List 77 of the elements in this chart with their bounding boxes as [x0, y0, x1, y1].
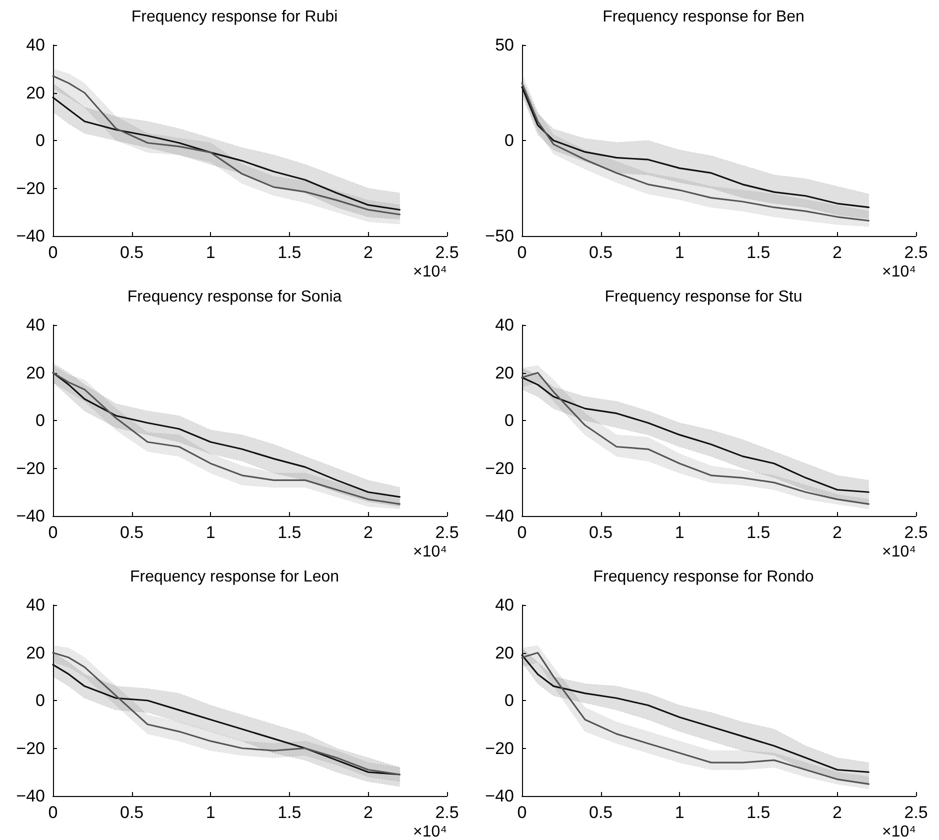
- x-tick-label: 2.5: [435, 243, 459, 262]
- x-tick-label: 2.5: [904, 803, 928, 822]
- chart-title: Frequency response for Rubi: [131, 8, 338, 26]
- y-tick-label: −40: [16, 226, 45, 246]
- y-tick-label: −40: [485, 786, 514, 806]
- y-tick-label: 40: [495, 316, 514, 334]
- x-tick-label: 1.5: [278, 523, 302, 542]
- x-tick-label: 0: [48, 523, 58, 542]
- chart-title: Frequency response for Stu: [604, 288, 802, 306]
- x-tick-label: 0: [517, 243, 527, 262]
- y-tick-label: 0: [36, 691, 45, 710]
- y-tick-label: 0: [504, 691, 514, 710]
- chart-title: Frequency response for Ben: [602, 8, 804, 26]
- y-tick-label: 0: [504, 131, 514, 150]
- x-tick-label: 2: [832, 523, 842, 542]
- x-tick-label: 0.5: [588, 803, 613, 822]
- x-tick-label: 1.5: [278, 803, 302, 822]
- y-tick-label: 20: [26, 83, 45, 102]
- x-tick-label: 1: [674, 803, 684, 822]
- y-tick-label: 40: [26, 316, 45, 334]
- x-axis-title: ×10⁴: [882, 264, 916, 280]
- y-tick-label: 0: [36, 411, 45, 430]
- y-tick-label: 40: [495, 596, 514, 614]
- x-tick-label: 0.5: [588, 243, 613, 262]
- x-tick-label: 0.5: [120, 523, 144, 542]
- x-tick-label: 0.5: [120, 803, 144, 822]
- x-axis-title: ×10⁴: [882, 544, 916, 560]
- y-tick-label: −20: [16, 178, 45, 198]
- y-tick-label: 20: [26, 363, 45, 382]
- x-tick-label: 2.5: [904, 523, 928, 542]
- x-tick-label: 1.5: [278, 243, 302, 262]
- x-tick-label: 0: [517, 803, 527, 822]
- x-axis-title: ×10⁴: [412, 264, 448, 280]
- y-tick-label: −20: [485, 458, 514, 478]
- y-tick-label: −20: [16, 738, 45, 758]
- x-tick-label: 1.5: [746, 243, 770, 262]
- x-tick-label: 0: [48, 243, 58, 262]
- x-tick-label: 0: [48, 803, 58, 822]
- y-tick-label: −20: [485, 738, 514, 758]
- x-axis-title: ×10⁴: [412, 544, 448, 560]
- x-axis-title: ×10⁴: [412, 824, 448, 840]
- x-tick-label: 1: [674, 523, 684, 542]
- x-tick-label: 2.5: [904, 243, 928, 262]
- x-tick-label: 1.5: [746, 803, 770, 822]
- x-tick-label: 0.5: [120, 243, 144, 262]
- x-tick-label: 1: [206, 523, 216, 542]
- y-tick-label: 20: [495, 363, 514, 382]
- x-tick-label: 0: [517, 523, 527, 542]
- x-tick-label: 0.5: [588, 523, 613, 542]
- x-tick-label: 2.5: [435, 803, 459, 822]
- x-tick-label: 2: [832, 803, 842, 822]
- chart-title: Frequency response for Leon: [130, 568, 340, 586]
- x-tick-label: 2: [363, 523, 373, 542]
- y-tick-label: −40: [16, 506, 45, 526]
- x-tick-label: 2: [363, 243, 373, 262]
- y-tick-label: 40: [26, 36, 45, 54]
- y-tick-label: 20: [495, 643, 514, 662]
- x-tick-label: 1: [674, 243, 684, 262]
- x-tick-label: 2: [363, 803, 373, 822]
- y-tick-label: 50: [495, 36, 514, 54]
- x-tick-label: 1: [206, 243, 216, 262]
- line-series: [52, 96, 401, 211]
- y-tick-label: −40: [16, 786, 45, 806]
- x-tick-label: 2.5: [435, 523, 459, 542]
- chart-title: Frequency response for Rondo: [593, 568, 814, 586]
- chart-title: Frequency response for Sonia: [127, 288, 342, 306]
- y-tick-label: 0: [504, 411, 514, 430]
- y-tick-label: −40: [485, 506, 514, 526]
- x-axis-title: ×10⁴: [882, 824, 916, 840]
- y-tick-label: 40: [26, 596, 45, 614]
- y-tick-label: 0: [36, 131, 45, 150]
- y-tick-label: −20: [16, 458, 45, 478]
- x-tick-label: 1: [206, 803, 216, 822]
- y-tick-label: 20: [26, 643, 45, 662]
- x-tick-label: 1.5: [746, 523, 770, 542]
- x-tick-label: 2: [832, 243, 842, 262]
- y-tick-label: −50: [485, 226, 514, 246]
